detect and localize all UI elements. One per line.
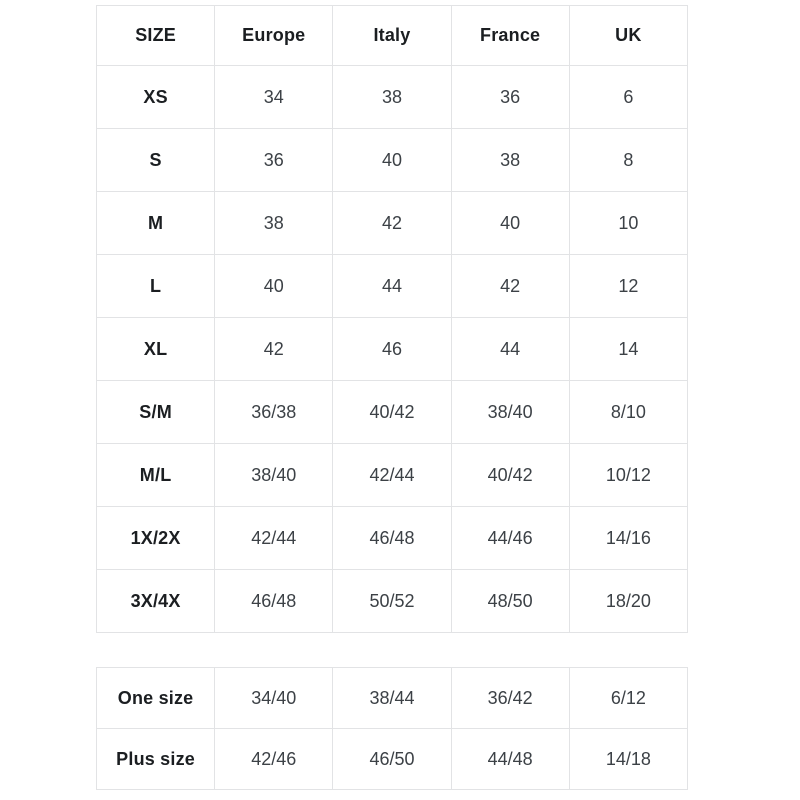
column-header-france: France: [450, 5, 570, 66]
table-row: XL 42 46 44 14: [95, 317, 689, 381]
size-value-cell: 36/38: [214, 380, 334, 444]
size-value-cell: 44: [332, 254, 452, 318]
size-value-cell: 6: [568, 65, 689, 129]
size-value-cell: 40: [450, 191, 570, 255]
size-value-cell: 10/12: [568, 443, 689, 507]
size-label-cell: L: [95, 254, 216, 318]
size-label-cell: XL: [95, 317, 216, 381]
size-value-cell: 38: [332, 65, 452, 129]
size-value-cell: 14/16: [568, 506, 689, 570]
column-header-uk: UK: [568, 5, 689, 66]
size-label-cell: Plus size: [95, 728, 216, 790]
size-value-cell: 44/46: [450, 506, 570, 570]
size-value-cell: 48/50: [450, 569, 570, 633]
special-size-table: One size 34/40 38/44 36/42 6/12 Plus size 42/4…: [95, 667, 689, 790]
size-value-cell: 8/10: [568, 380, 689, 444]
size-conversion-table: SIZE Europe Italy France UK XS 34 38 36 6 S 36…: [95, 5, 689, 633]
size-value-cell: 34: [214, 65, 334, 129]
table-row: M 38 42 40 10: [95, 191, 689, 255]
size-value-cell: 44/48: [450, 728, 570, 790]
size-value-cell: 38: [214, 191, 334, 255]
table-row: S/M 36/38 40/42 38/40 8/10: [95, 380, 689, 444]
table-row: S 36 40 38 8: [95, 128, 689, 192]
size-value-cell: 42/44: [332, 443, 452, 507]
size-value-cell: 8: [568, 128, 689, 192]
special-size-table-body: One size 34/40 38/44 36/42 6/12 Plus size 42/4…: [95, 667, 689, 790]
table-row: One size 34/40 38/44 36/42 6/12: [95, 667, 689, 729]
size-label-cell: 3X/4X: [95, 569, 216, 633]
size-label-cell: One size: [95, 667, 216, 729]
size-value-cell: 38/40: [214, 443, 334, 507]
size-value-cell: 46: [332, 317, 452, 381]
size-value-cell: 42: [214, 317, 334, 381]
size-value-cell: 36: [214, 128, 334, 192]
size-value-cell: 6/12: [568, 667, 689, 729]
size-table-header: SIZE Europe Italy France UK: [95, 5, 689, 66]
table-row: L 40 44 42 12: [95, 254, 689, 318]
size-value-cell: 50/52: [332, 569, 452, 633]
size-value-cell: 36/42: [450, 667, 570, 729]
table-row: M/L 38/40 42/44 40/42 10/12: [95, 443, 689, 507]
size-value-cell: 40: [332, 128, 452, 192]
table-row: XS 34 38 36 6: [95, 65, 689, 129]
size-value-cell: 38/40: [450, 380, 570, 444]
column-header-europe: Europe: [214, 5, 334, 66]
table-row: Plus size 42/46 46/50 44/48 14/18: [95, 728, 689, 790]
size-label-cell: M/L: [95, 443, 216, 507]
main-size-table-block: SIZE Europe Italy France UK XS 34 38 36 6 S 36…: [95, 5, 689, 633]
size-value-cell: 14: [568, 317, 689, 381]
size-value-cell: 40: [214, 254, 334, 318]
size-value-cell: 42/44: [214, 506, 334, 570]
size-label-cell: M: [95, 191, 216, 255]
special-size-table-block: One size 34/40 38/44 36/42 6/12 Plus size 42/4…: [95, 667, 689, 790]
size-value-cell: 40/42: [332, 380, 452, 444]
column-header-size: SIZE: [95, 5, 216, 66]
size-value-cell: 38/44: [332, 667, 452, 729]
size-table-body: XS 34 38 36 6 S 36 40 38 8 M 38 42 40 10 L 40 44 42 12 XL 42 4…: [95, 65, 689, 633]
column-header-italy: Italy: [332, 5, 452, 66]
size-value-cell: 46/50: [332, 728, 452, 790]
size-value-cell: 38: [450, 128, 570, 192]
size-value-cell: 10: [568, 191, 689, 255]
size-value-cell: 42/46: [214, 728, 334, 790]
header-row: SIZE Europe Italy France UK: [95, 5, 689, 66]
size-value-cell: 18/20: [568, 569, 689, 633]
size-value-cell: 42: [450, 254, 570, 318]
size-value-cell: 46/48: [214, 569, 334, 633]
size-label-cell: S/M: [95, 380, 216, 444]
table-row: 1X/2X 42/44 46/48 44/46 14/16: [95, 506, 689, 570]
size-value-cell: 42: [332, 191, 452, 255]
size-label-cell: 1X/2X: [95, 506, 216, 570]
size-value-cell: 44: [450, 317, 570, 381]
size-value-cell: 34/40: [214, 667, 334, 729]
size-value-cell: 40/42: [450, 443, 570, 507]
table-row: 3X/4X 46/48 50/52 48/50 18/20: [95, 569, 689, 633]
size-value-cell: 14/18: [568, 728, 689, 790]
size-value-cell: 46/48: [332, 506, 452, 570]
size-value-cell: 12: [568, 254, 689, 318]
size-label-cell: S: [95, 128, 216, 192]
size-label-cell: XS: [95, 65, 216, 129]
size-value-cell: 36: [450, 65, 570, 129]
